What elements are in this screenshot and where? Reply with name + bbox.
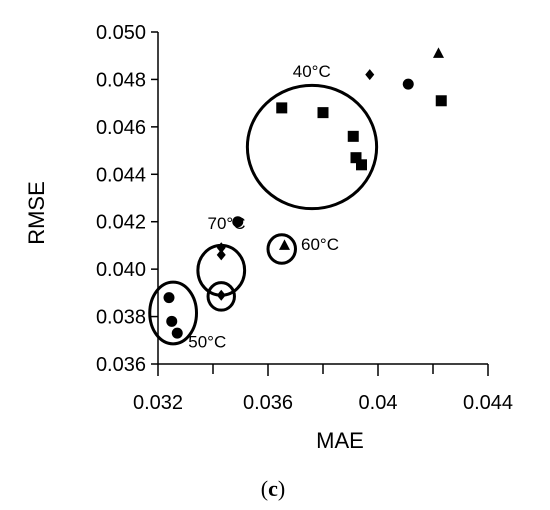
group-ellipses: 40°C60°C70°C50°C (148, 62, 379, 351)
y-tick-label: 0.036 (96, 354, 146, 376)
y-axis-title: RMSE (24, 181, 49, 245)
x-axis-title: MAE (316, 428, 364, 453)
panel-label-open: ( (261, 476, 268, 501)
group-label: 40°C (293, 62, 331, 81)
y-tick-label: 0.050 (96, 22, 146, 44)
data-point-circle (163, 292, 175, 304)
panel-label-close: ) (278, 476, 285, 501)
axes (157, 32, 488, 365)
data-point-circle (402, 78, 414, 90)
group-label: 60°C (301, 235, 339, 254)
data-points (163, 47, 447, 339)
data-point-square (347, 130, 359, 142)
x-tick-label: 0.036 (243, 392, 293, 414)
y-tick-label: 0.042 (96, 212, 146, 234)
y-tick-label: 0.044 (96, 164, 146, 186)
x-tick-label: 0.044 (463, 392, 513, 414)
group-label: 50°C (188, 332, 226, 351)
data-point-diamond (216, 242, 226, 254)
panel-label: (c) (261, 476, 285, 501)
y-tick-label: 0.038 (96, 307, 146, 329)
data-point-square (276, 102, 288, 114)
inner-ellipse (206, 281, 236, 312)
data-point-square (356, 159, 367, 171)
data-point-square (350, 152, 362, 164)
y-tick-label: 0.046 (96, 117, 146, 139)
data-point-diamond (365, 69, 375, 81)
data-point-circle (166, 315, 178, 327)
data-point-circle (232, 216, 244, 228)
data-point-diamond (216, 249, 226, 261)
x-tick-label: 0.032 (133, 392, 183, 414)
group-ellipse (148, 280, 198, 346)
panel-label-letter: c (268, 476, 278, 501)
data-point-diamond (216, 289, 226, 301)
y-tick-label: 0.040 (96, 259, 146, 281)
data-point-triangle (279, 239, 290, 250)
data-point-circle (171, 327, 183, 339)
group-ellipse (245, 83, 379, 211)
group-ellipse (266, 233, 297, 265)
y-tick-label: 0.048 (96, 69, 146, 91)
data-point-square (435, 95, 447, 107)
data-point-triangle (433, 47, 444, 58)
ticks: 0.036 0.038 0.040 0.042 0.044 0.046 0.048 0.050… (96, 22, 513, 414)
x-tick-label: 0.04 (359, 392, 398, 414)
data-point-square (317, 107, 329, 119)
